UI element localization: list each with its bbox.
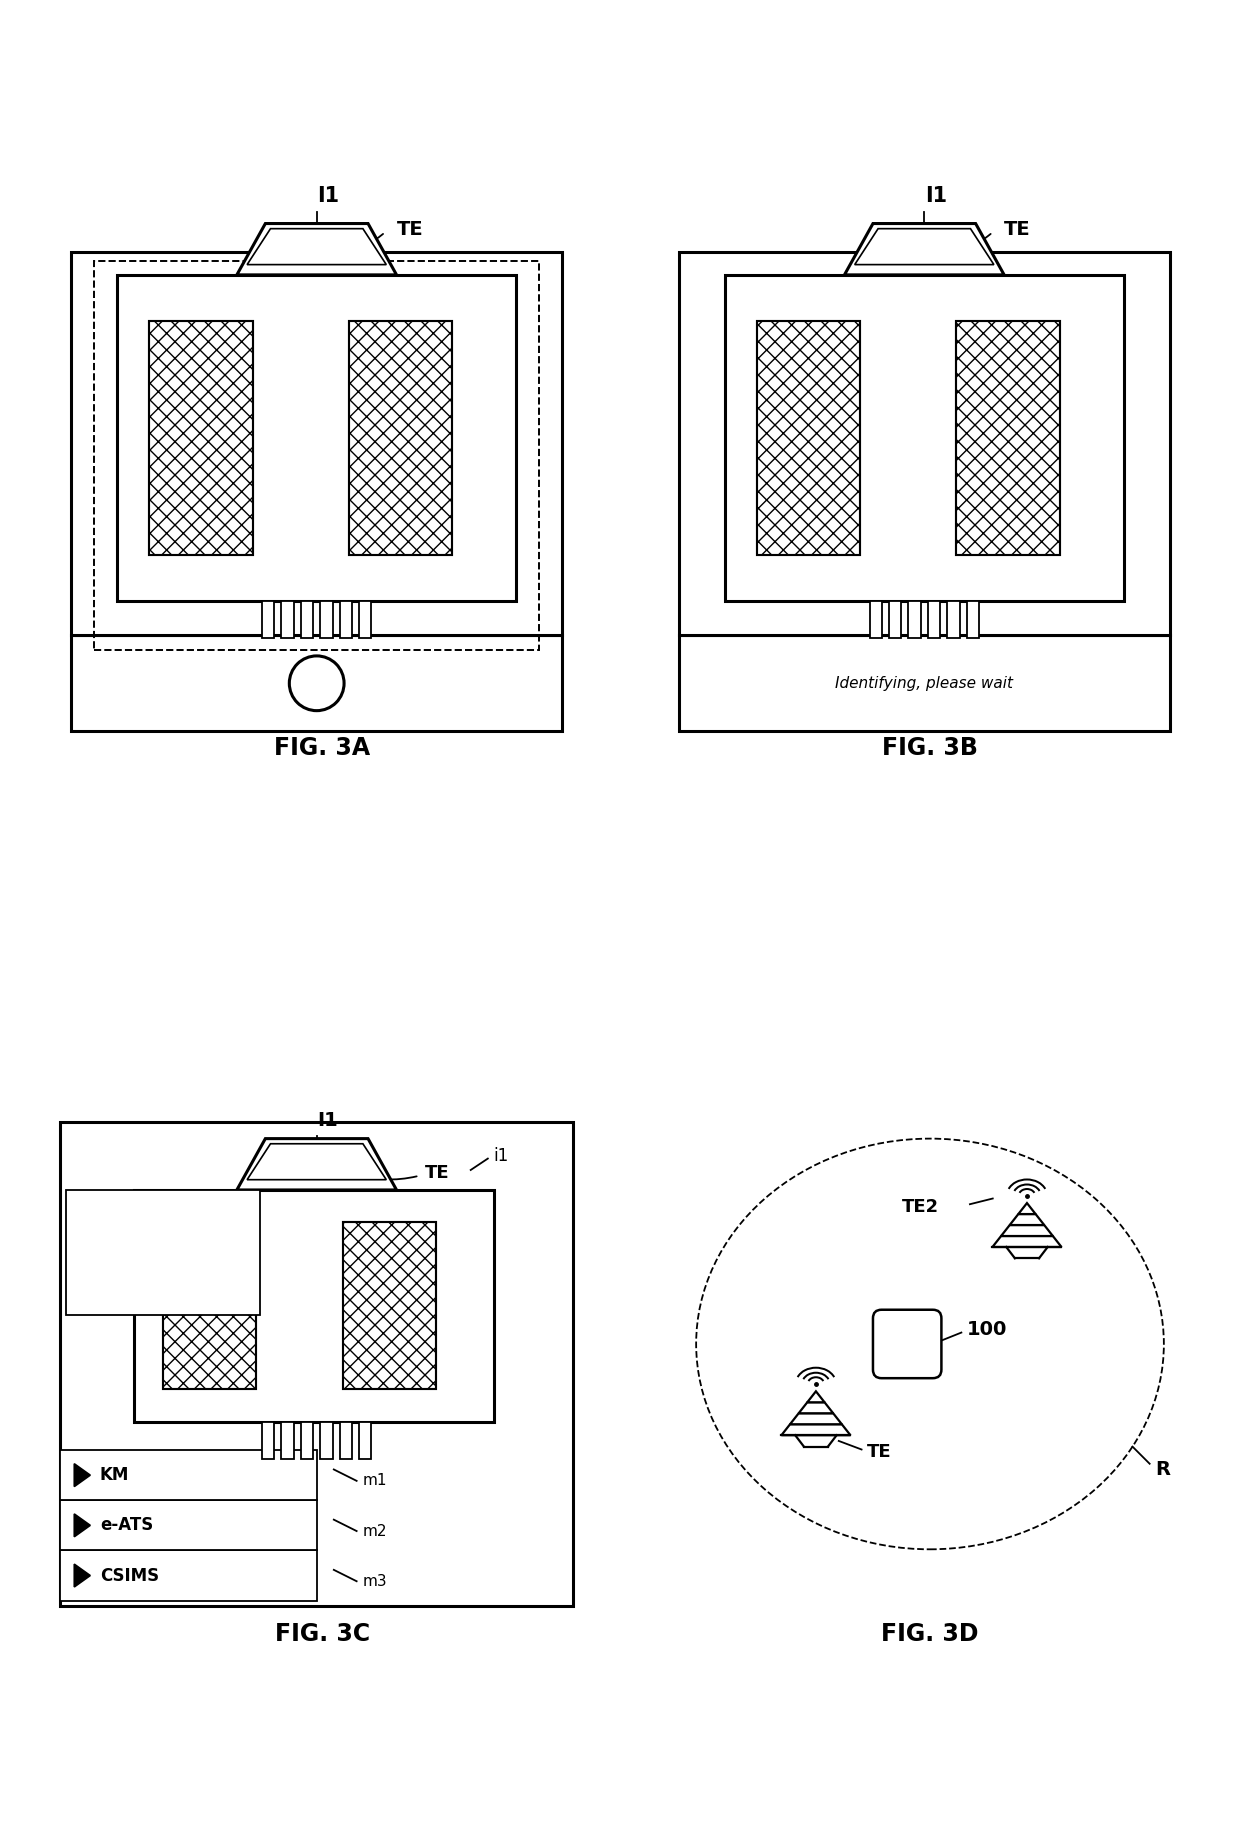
Polygon shape — [781, 1424, 851, 1435]
Bar — [301, 1422, 314, 1459]
FancyBboxPatch shape — [873, 1310, 941, 1378]
Bar — [909, 600, 921, 639]
Bar — [60, 1500, 316, 1550]
Polygon shape — [790, 1413, 842, 1424]
Polygon shape — [74, 1465, 91, 1487]
Bar — [66, 1189, 259, 1315]
Text: Identification is: Identification is — [79, 1210, 186, 1225]
Text: m3: m3 — [362, 1574, 387, 1588]
Bar — [281, 1422, 294, 1459]
Bar — [60, 1550, 316, 1601]
Text: L2600: L2600 — [79, 1280, 141, 1298]
Text: TE: TE — [867, 1443, 892, 1461]
Bar — [262, 600, 274, 639]
Text: FIG. 3A: FIG. 3A — [274, 735, 371, 759]
Polygon shape — [844, 223, 1004, 275]
Bar — [72, 251, 562, 635]
Bar — [281, 600, 294, 639]
Text: TE: TE — [425, 1164, 450, 1182]
Text: Identifying, please wait: Identifying, please wait — [836, 676, 1013, 691]
Bar — [724, 275, 1123, 600]
Bar — [956, 321, 1060, 556]
Bar — [72, 635, 562, 731]
Bar — [320, 1422, 332, 1459]
Text: FIG. 3D: FIG. 3D — [882, 1622, 978, 1646]
Bar — [60, 1450, 316, 1500]
Circle shape — [289, 656, 343, 711]
Text: KM: KM — [100, 1467, 129, 1485]
Text: TE: TE — [397, 220, 423, 238]
Polygon shape — [1001, 1225, 1053, 1236]
Polygon shape — [807, 1391, 825, 1402]
Polygon shape — [74, 1564, 91, 1587]
Text: R: R — [1156, 1459, 1171, 1479]
Bar — [947, 600, 960, 639]
Text: FIG. 3C: FIG. 3C — [275, 1622, 370, 1646]
Bar — [756, 321, 861, 556]
Text: e-ATS: e-ATS — [100, 1516, 154, 1535]
Bar — [162, 1223, 257, 1389]
Polygon shape — [799, 1402, 833, 1413]
Polygon shape — [1018, 1202, 1035, 1213]
Bar — [342, 1223, 436, 1389]
Polygon shape — [854, 229, 994, 264]
Polygon shape — [237, 1138, 397, 1189]
Bar — [966, 600, 980, 639]
Bar — [358, 600, 372, 639]
Bar — [340, 1422, 352, 1459]
Text: FIG. 3B: FIG. 3B — [882, 735, 978, 759]
Bar — [340, 600, 352, 639]
Text: completed: completed — [79, 1245, 154, 1258]
Text: m1: m1 — [362, 1474, 387, 1489]
Polygon shape — [247, 229, 387, 264]
Text: m2: m2 — [362, 1524, 387, 1539]
Polygon shape — [237, 223, 397, 275]
Bar — [928, 600, 940, 639]
Text: i1: i1 — [494, 1147, 508, 1165]
Bar — [149, 321, 253, 556]
Bar — [134, 1189, 494, 1422]
Text: I1: I1 — [317, 1112, 339, 1130]
Bar — [262, 1422, 274, 1459]
Text: CSIMS: CSIMS — [100, 1566, 159, 1585]
Polygon shape — [74, 1515, 91, 1537]
Text: I1: I1 — [925, 187, 947, 207]
Bar — [348, 321, 453, 556]
Text: 100: 100 — [967, 1321, 1007, 1339]
Text: I1: I1 — [317, 187, 340, 207]
Bar — [94, 260, 539, 650]
Bar — [60, 1121, 573, 1607]
Text: TE: TE — [1004, 220, 1030, 238]
Bar — [117, 275, 516, 600]
Bar — [358, 1422, 372, 1459]
Bar — [680, 635, 1169, 731]
Polygon shape — [1009, 1213, 1044, 1225]
Text: TE2: TE2 — [901, 1199, 939, 1215]
Text: RRU: RRU — [149, 1245, 185, 1260]
Bar — [889, 600, 901, 639]
Bar — [301, 600, 314, 639]
Bar — [869, 600, 882, 639]
Polygon shape — [992, 1236, 1061, 1247]
Bar — [680, 251, 1169, 635]
Bar — [320, 600, 332, 639]
Polygon shape — [247, 1143, 387, 1180]
